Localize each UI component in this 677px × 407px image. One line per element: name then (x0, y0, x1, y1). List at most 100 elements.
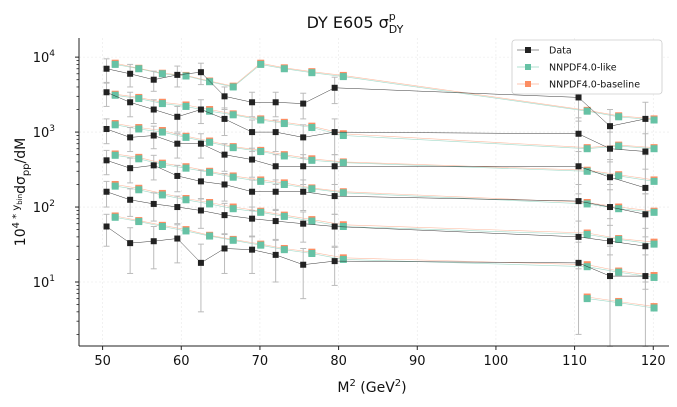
x-tick-label: 100 (484, 354, 509, 369)
data-point (206, 107, 214, 115)
x-ticks: 50 60 70 80 90 100 110 120 (94, 346, 666, 369)
data-point (229, 144, 237, 152)
data-point (300, 100, 307, 107)
data-point (182, 72, 190, 80)
data-point (331, 223, 338, 230)
series-line (106, 92, 646, 152)
data-point (103, 65, 110, 72)
data-point (272, 188, 279, 195)
data-point (229, 83, 237, 91)
data-point (331, 258, 338, 265)
x-axis-label-rest: (GeV (356, 380, 395, 396)
data-point (280, 120, 288, 128)
chart-title: DY E605 σp DY (307, 10, 404, 36)
x-tick-label: 60 (173, 354, 190, 369)
data-point (339, 159, 347, 167)
data-point (111, 91, 119, 99)
data-point (280, 152, 288, 160)
data-point (197, 140, 204, 147)
y-tick-label: 103 (33, 124, 55, 141)
data-point (111, 182, 119, 190)
legend-label-nnpdf-like: NNPDF4.0-like (549, 63, 617, 74)
data-point (642, 243, 649, 250)
series-0 (103, 58, 649, 347)
data-point (300, 163, 307, 170)
data-point (331, 129, 338, 136)
y-axis-label-sup: 4 * y (11, 205, 22, 229)
data-point (229, 111, 237, 119)
data-point (615, 113, 623, 121)
data-point (575, 163, 582, 170)
y-tick-label: 101 (33, 274, 55, 291)
chart-title-main: DY E605 σ (307, 13, 389, 32)
data-point (150, 132, 157, 139)
data-point (300, 188, 307, 195)
y-tick-label-base: 10 (33, 276, 50, 291)
data-point (229, 173, 237, 181)
data-point (642, 211, 649, 218)
legend-marker-data (525, 47, 531, 53)
data-point (127, 165, 134, 172)
legend-item-nnpdf-like: NNPDF4.0-like (517, 63, 617, 74)
data-point (197, 106, 204, 113)
data-point (607, 145, 613, 152)
y-axis-label-supsub: bin (16, 194, 24, 205)
data-point (642, 115, 649, 122)
data-point (607, 174, 613, 181)
data-point (249, 99, 256, 106)
data-point (221, 212, 228, 219)
chart-title-sup: p (389, 10, 396, 23)
data-point (583, 231, 591, 239)
data-point (650, 116, 658, 124)
data-point (111, 121, 119, 129)
legend-label-data: Data (549, 46, 572, 57)
data-point (257, 208, 265, 216)
data-point (150, 200, 157, 207)
data-point (650, 304, 658, 312)
data-point (339, 132, 347, 140)
data-point (607, 238, 613, 245)
data-point (150, 162, 157, 169)
data-point (174, 235, 181, 242)
series-line (115, 155, 655, 213)
data-point (249, 246, 256, 253)
y-axis-label-sub: pp (21, 163, 32, 176)
data-point (127, 99, 134, 106)
data-point (197, 207, 204, 214)
data-point (331, 163, 338, 170)
data-point (111, 213, 119, 221)
data-point (615, 299, 623, 307)
data-point (229, 236, 237, 244)
data-point (575, 130, 582, 137)
data-point (229, 205, 237, 213)
data-point (197, 178, 204, 185)
data-point (150, 238, 157, 245)
series-layer (103, 58, 658, 347)
data-point (103, 188, 110, 195)
data-point (249, 156, 256, 163)
data-point (174, 71, 181, 78)
x-tick-label: 80 (330, 354, 347, 369)
data-point (575, 259, 582, 266)
data-point (331, 193, 338, 200)
legend-marker-nnpdf-like (525, 64, 531, 70)
y-axis-label-b: dσ (13, 176, 29, 194)
y-axis-label: 104 * ybindσpp/dM (11, 138, 32, 246)
data-point (103, 157, 110, 164)
data-point (642, 184, 649, 191)
data-point (135, 95, 143, 103)
data-point (583, 167, 591, 175)
x-tick-label: 70 (252, 354, 269, 369)
y-axis-label-a: 10 (13, 228, 29, 246)
data-point (127, 70, 134, 77)
data-point (158, 191, 166, 199)
data-point (158, 100, 166, 108)
data-point (575, 94, 582, 101)
data-point (135, 186, 143, 194)
data-point (206, 78, 214, 86)
x-axis-label-end: ) (401, 380, 406, 396)
data-point (615, 172, 623, 180)
data-point (197, 259, 204, 266)
data-point (111, 151, 119, 159)
